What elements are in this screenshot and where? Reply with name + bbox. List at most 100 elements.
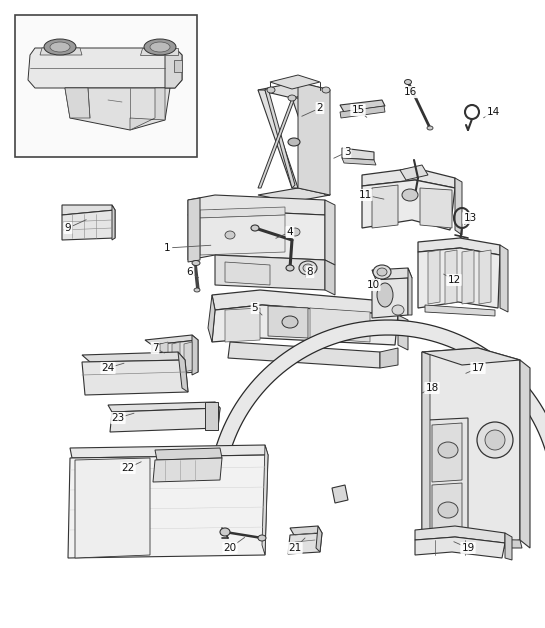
Ellipse shape bbox=[290, 228, 300, 236]
Polygon shape bbox=[372, 185, 398, 228]
Polygon shape bbox=[325, 200, 335, 265]
Text: 10: 10 bbox=[366, 280, 379, 290]
Polygon shape bbox=[200, 215, 285, 255]
Polygon shape bbox=[200, 207, 285, 218]
Polygon shape bbox=[372, 268, 412, 280]
Polygon shape bbox=[290, 526, 322, 535]
Ellipse shape bbox=[402, 189, 418, 201]
Ellipse shape bbox=[282, 316, 298, 328]
Polygon shape bbox=[205, 402, 218, 430]
Text: 13: 13 bbox=[463, 213, 477, 223]
Text: 12: 12 bbox=[447, 275, 461, 285]
Polygon shape bbox=[28, 48, 182, 88]
Polygon shape bbox=[310, 308, 370, 342]
Ellipse shape bbox=[427, 126, 433, 130]
Text: 16: 16 bbox=[403, 87, 416, 97]
Polygon shape bbox=[184, 342, 192, 372]
Polygon shape bbox=[372, 278, 408, 318]
Text: 3: 3 bbox=[344, 147, 350, 157]
Polygon shape bbox=[188, 198, 200, 262]
Text: 23: 23 bbox=[111, 413, 125, 423]
Text: 19: 19 bbox=[462, 543, 475, 553]
Polygon shape bbox=[130, 88, 165, 130]
Polygon shape bbox=[270, 75, 320, 89]
Polygon shape bbox=[362, 180, 455, 230]
Polygon shape bbox=[62, 210, 115, 240]
Ellipse shape bbox=[438, 502, 458, 518]
Text: 4: 4 bbox=[287, 227, 293, 237]
Polygon shape bbox=[415, 537, 505, 558]
Ellipse shape bbox=[267, 87, 275, 93]
Text: 22: 22 bbox=[122, 463, 135, 473]
Polygon shape bbox=[362, 168, 455, 188]
Polygon shape bbox=[165, 48, 182, 88]
Ellipse shape bbox=[144, 39, 176, 55]
Polygon shape bbox=[258, 90, 298, 188]
Ellipse shape bbox=[392, 305, 404, 315]
Polygon shape bbox=[479, 250, 491, 304]
Ellipse shape bbox=[477, 422, 513, 458]
Text: 6: 6 bbox=[187, 267, 193, 277]
Polygon shape bbox=[160, 342, 168, 372]
Ellipse shape bbox=[404, 80, 411, 85]
Polygon shape bbox=[340, 100, 385, 112]
Polygon shape bbox=[500, 245, 508, 312]
Polygon shape bbox=[298, 82, 330, 195]
Polygon shape bbox=[225, 308, 260, 342]
Ellipse shape bbox=[299, 261, 317, 275]
Polygon shape bbox=[520, 360, 530, 548]
Ellipse shape bbox=[50, 42, 70, 52]
Polygon shape bbox=[422, 348, 520, 365]
Polygon shape bbox=[75, 458, 150, 558]
Polygon shape bbox=[192, 335, 198, 375]
Polygon shape bbox=[82, 360, 188, 395]
Polygon shape bbox=[432, 483, 462, 532]
Polygon shape bbox=[188, 195, 325, 215]
Ellipse shape bbox=[44, 39, 76, 55]
Polygon shape bbox=[455, 178, 462, 235]
Polygon shape bbox=[172, 342, 180, 372]
Polygon shape bbox=[342, 148, 374, 160]
Text: 9: 9 bbox=[65, 223, 71, 233]
Polygon shape bbox=[211, 320, 545, 472]
Polygon shape bbox=[288, 533, 322, 554]
Polygon shape bbox=[258, 98, 295, 188]
Polygon shape bbox=[110, 408, 220, 432]
Polygon shape bbox=[212, 305, 398, 345]
Text: 15: 15 bbox=[352, 105, 365, 115]
Polygon shape bbox=[215, 255, 325, 290]
Polygon shape bbox=[40, 48, 82, 55]
Ellipse shape bbox=[225, 231, 235, 239]
Polygon shape bbox=[62, 205, 115, 215]
Polygon shape bbox=[213, 402, 220, 428]
Text: 11: 11 bbox=[359, 190, 372, 200]
Polygon shape bbox=[428, 250, 440, 304]
Text: 2: 2 bbox=[317, 103, 323, 113]
Polygon shape bbox=[422, 348, 520, 548]
Polygon shape bbox=[265, 88, 295, 188]
Ellipse shape bbox=[192, 261, 200, 266]
Polygon shape bbox=[258, 188, 330, 202]
Polygon shape bbox=[342, 158, 376, 165]
Polygon shape bbox=[428, 538, 522, 548]
Polygon shape bbox=[208, 295, 215, 342]
Polygon shape bbox=[380, 348, 398, 368]
Polygon shape bbox=[153, 458, 222, 482]
Polygon shape bbox=[178, 352, 188, 392]
Polygon shape bbox=[155, 448, 222, 460]
Ellipse shape bbox=[322, 87, 330, 93]
Polygon shape bbox=[505, 533, 512, 560]
Text: 17: 17 bbox=[471, 363, 485, 373]
Polygon shape bbox=[408, 268, 412, 315]
Polygon shape bbox=[112, 205, 115, 240]
Text: 1: 1 bbox=[164, 243, 170, 253]
Ellipse shape bbox=[288, 138, 300, 146]
Polygon shape bbox=[400, 165, 428, 180]
Polygon shape bbox=[188, 210, 325, 260]
Polygon shape bbox=[340, 106, 385, 118]
Polygon shape bbox=[418, 248, 500, 308]
Polygon shape bbox=[174, 60, 182, 72]
Polygon shape bbox=[145, 335, 198, 345]
Polygon shape bbox=[428, 418, 468, 540]
Ellipse shape bbox=[251, 225, 259, 231]
